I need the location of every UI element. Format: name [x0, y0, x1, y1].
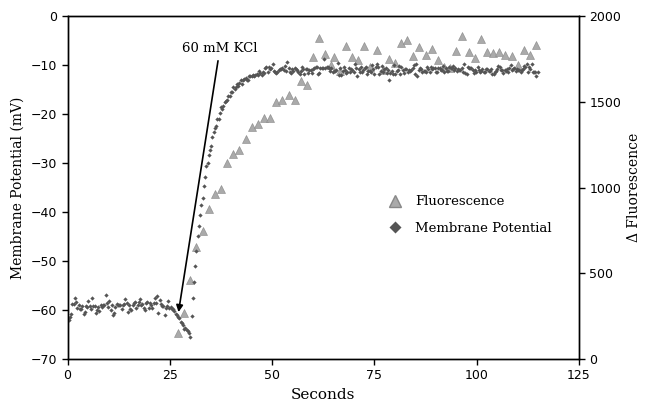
Y-axis label: Δ Fluorescence: Δ Fluorescence [627, 133, 641, 242]
Legend: Fluorescence, Membrane Potential: Fluorescence, Membrane Potential [377, 190, 557, 240]
Text: 60 mM KCl: 60 mM KCl [177, 42, 258, 310]
Y-axis label: Membrane Potential (mV): Membrane Potential (mV) [11, 96, 25, 279]
X-axis label: Seconds: Seconds [291, 388, 355, 402]
